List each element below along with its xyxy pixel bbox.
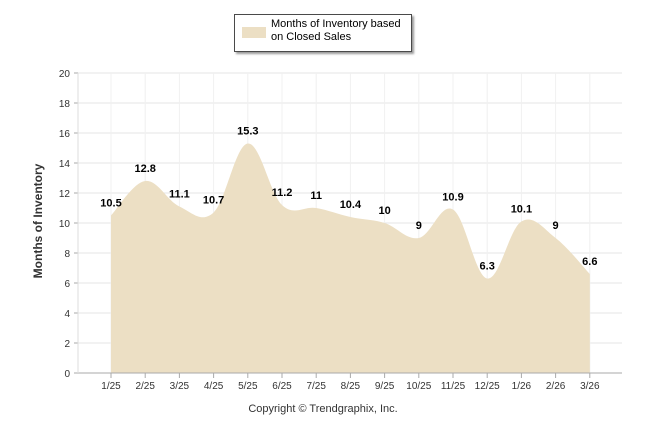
data-label: 6.3 — [480, 261, 495, 273]
data-label: 6.6 — [582, 256, 597, 268]
data-label: 9 — [553, 220, 559, 232]
legend-swatch — [242, 27, 266, 38]
x-tick-label: 4/25 — [204, 381, 224, 392]
y-tick-label: 14 — [59, 159, 71, 170]
y-tick-label: 6 — [64, 279, 70, 290]
x-tick-label: 1/25 — [101, 381, 121, 392]
y-tick-label: 10 — [59, 219, 71, 230]
data-label: 11.2 — [272, 187, 293, 199]
y-tick-label: 18 — [59, 99, 71, 110]
area-chart: 0 2 4 6 8 10 12 14 16 18 20 1/25 2/25 3/25 4/25 5/25 6/2… — [31, 69, 622, 392]
x-tick-label: 12/25 — [475, 381, 500, 392]
x-tick-label: 6/25 — [272, 381, 292, 392]
data-label: 9 — [416, 220, 422, 232]
data-label: 11.1 — [169, 189, 190, 201]
x-tick-label: 1/26 — [512, 381, 532, 392]
area-series — [111, 143, 590, 373]
y-axis-title: Months of Inventory — [31, 163, 45, 278]
x-tick-label: 11/25 — [441, 381, 466, 392]
y-tick-label: 16 — [59, 129, 71, 140]
copyright-text: Copyright © Trendgraphix, Inc. — [248, 403, 398, 415]
x-tick-label: 2/25 — [135, 381, 155, 392]
x-tick-label: 8/25 — [341, 381, 361, 392]
x-tick-label: 3/26 — [580, 381, 600, 392]
x-tick-label: 9/25 — [375, 381, 395, 392]
y-tick-label: 4 — [64, 309, 70, 320]
data-label: 10.7 — [203, 195, 224, 207]
legend: Months of Inventory based on Closed Sale… — [234, 14, 412, 52]
data-label: 12.8 — [134, 163, 155, 175]
legend-label: Months of Inventory based on Closed Sale… — [271, 18, 401, 43]
x-tick-label: 2/26 — [546, 381, 566, 392]
data-label: 10.1 — [511, 204, 532, 216]
x-tick-label: 5/25 — [238, 381, 258, 392]
data-label: 10.4 — [340, 199, 362, 211]
x-tick-label: 10/25 — [406, 381, 431, 392]
data-label: 10 — [378, 205, 390, 217]
y-tick-label: 20 — [59, 69, 71, 80]
y-tick-label: 8 — [64, 249, 70, 260]
data-label: 10.5 — [100, 198, 121, 210]
data-label: 15.3 — [237, 126, 258, 138]
x-tick-label: 3/25 — [170, 381, 190, 392]
y-tick-label: 0 — [64, 369, 70, 380]
data-label: 11 — [310, 190, 322, 202]
y-tick-label: 12 — [59, 189, 71, 200]
y-tick-label: 2 — [64, 339, 70, 350]
data-label: 10.9 — [442, 192, 463, 204]
x-tick-label: 7/25 — [306, 381, 326, 392]
